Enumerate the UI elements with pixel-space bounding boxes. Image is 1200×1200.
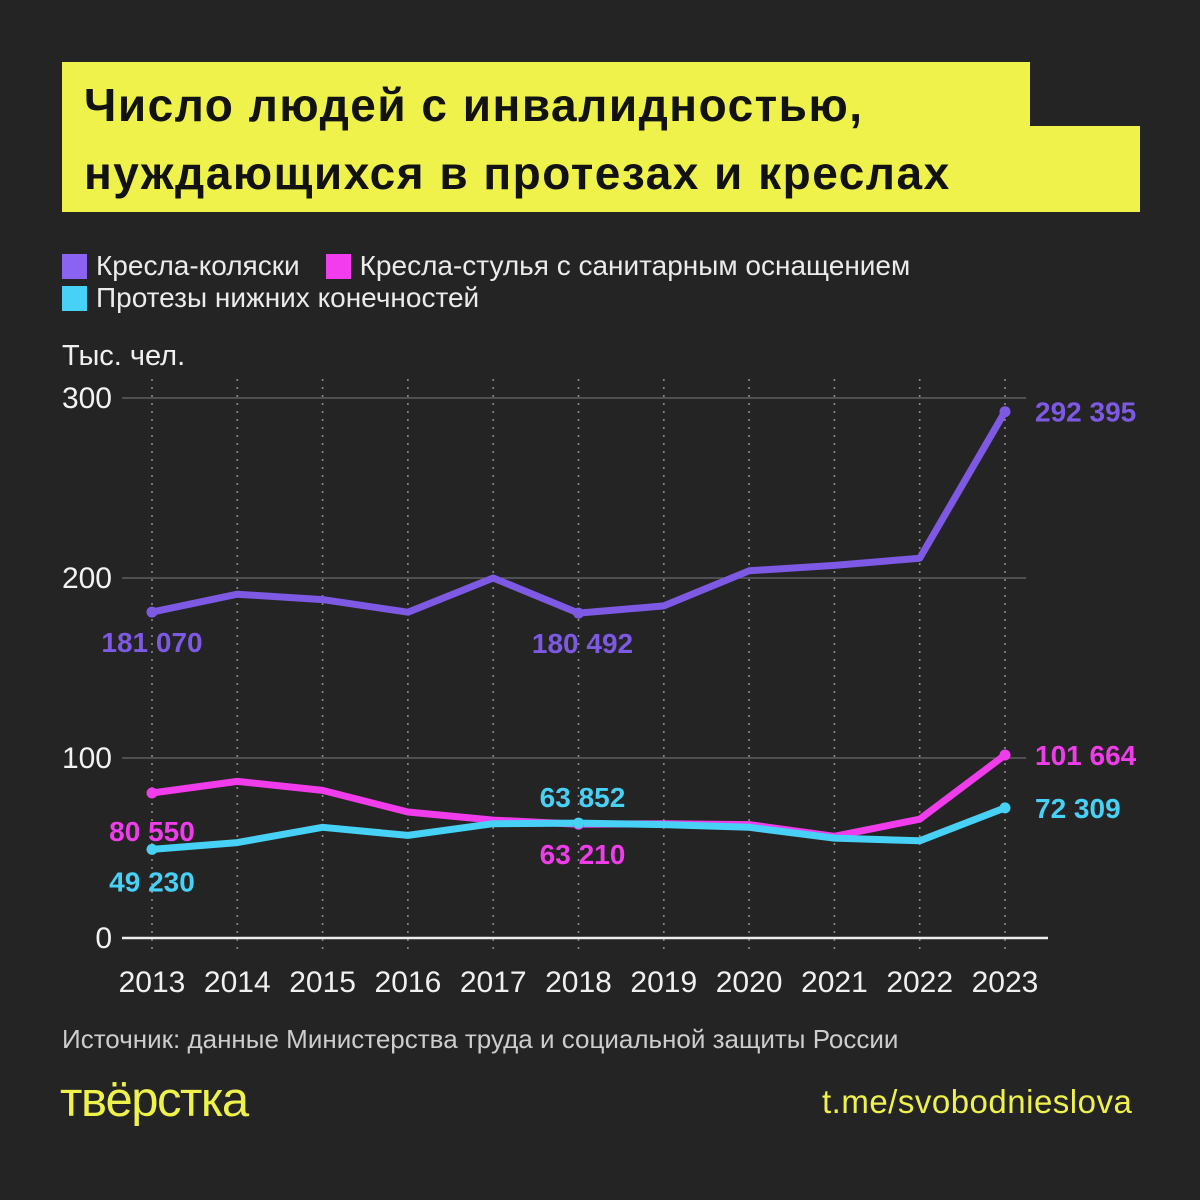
x-tick-label-2014: 2014 (204, 966, 271, 999)
point-label-181070: 181 070 (101, 627, 202, 658)
point-label-63210: 63 210 (540, 839, 626, 870)
legend-label-wheelchairs: Кресла-коляски (96, 250, 300, 281)
x-tick-label-2017: 2017 (460, 966, 527, 999)
page-title-line-1: Число людей с инвалидностью, (84, 79, 864, 131)
legend-row-2: Протезы нижних конечностей (62, 282, 910, 313)
chart-svg: 0 100 200 300 181 070 180 492 292 395 80 550 63 … (62, 379, 1137, 999)
page-title-line-2: нуждающихся в протезах и креслах (84, 147, 951, 199)
point-label-101664: 101 664 (1035, 740, 1137, 771)
y-axis-unit-label: Тыс. чел. (62, 340, 186, 372)
point-marker-63852 (573, 817, 584, 829)
verstka-logo: твёрстка (60, 1073, 249, 1127)
point-marker-292395 (999, 406, 1011, 418)
x-tick-label-2018: 2018 (545, 966, 612, 999)
x-tick-label-2020: 2020 (716, 966, 783, 999)
legend-row-1: Кресла-коляски Кресла-стулья с санитарны… (62, 250, 911, 281)
point-marker-72309 (999, 802, 1011, 814)
x-tick-label-2023: 2023 (972, 966, 1039, 999)
legend-label-commode-chairs: Кресла-стулья с санитарным оснащением (359, 250, 911, 281)
title-highlight-block-2 (62, 126, 1140, 212)
title-highlight-block-1 (62, 62, 1030, 126)
x-tick-label-2021: 2021 (801, 966, 868, 999)
point-label-72309: 72 309 (1035, 793, 1121, 824)
point-label-63852: 63 852 (540, 782, 626, 813)
line-chart: 0 100 200 300 181 070 180 492 292 395 80 550 63 … (0, 368, 1200, 1018)
legend: Кресла-коляски Кресла-стулья с санитарны… (62, 250, 911, 313)
x-tick-label-2013: 2013 (119, 966, 186, 999)
legend-swatch-prostheses (62, 285, 87, 311)
telegram-handle-link[interactable]: t.me/svobodnieslova (822, 1083, 1133, 1120)
y-tick-label-300: 300 (62, 382, 112, 415)
point-label-80550: 80 550 (109, 816, 195, 847)
source-note: Источник: данные Министерства труда и со… (62, 1024, 899, 1054)
legend-swatch-wheelchairs (62, 253, 87, 279)
y-tick-label-200: 200 (62, 562, 112, 595)
y-tick-label-0: 0 (95, 922, 112, 955)
x-tick-label-2019: 2019 (630, 966, 697, 999)
point-marker-101664 (999, 749, 1011, 761)
legend-label-prostheses: Протезы нижних конечностей (96, 282, 480, 313)
point-marker-181070 (146, 606, 158, 618)
x-tick-label-2022: 2022 (886, 966, 953, 999)
x-tick-label-2016: 2016 (375, 966, 442, 999)
x-tick-label-2015: 2015 (289, 966, 356, 999)
point-label-180492: 180 492 (532, 628, 633, 659)
point-marker-180492 (573, 607, 584, 619)
legend-swatch-commode-chairs (325, 253, 351, 279)
y-tick-label-100: 100 (62, 742, 112, 775)
chart-line-series-0 (148, 408, 1009, 617)
point-label-292395: 292 395 (1035, 397, 1136, 428)
point-marker-80550 (146, 787, 158, 799)
point-marker-49230 (146, 843, 158, 855)
point-label-49230: 49 230 (109, 866, 195, 897)
